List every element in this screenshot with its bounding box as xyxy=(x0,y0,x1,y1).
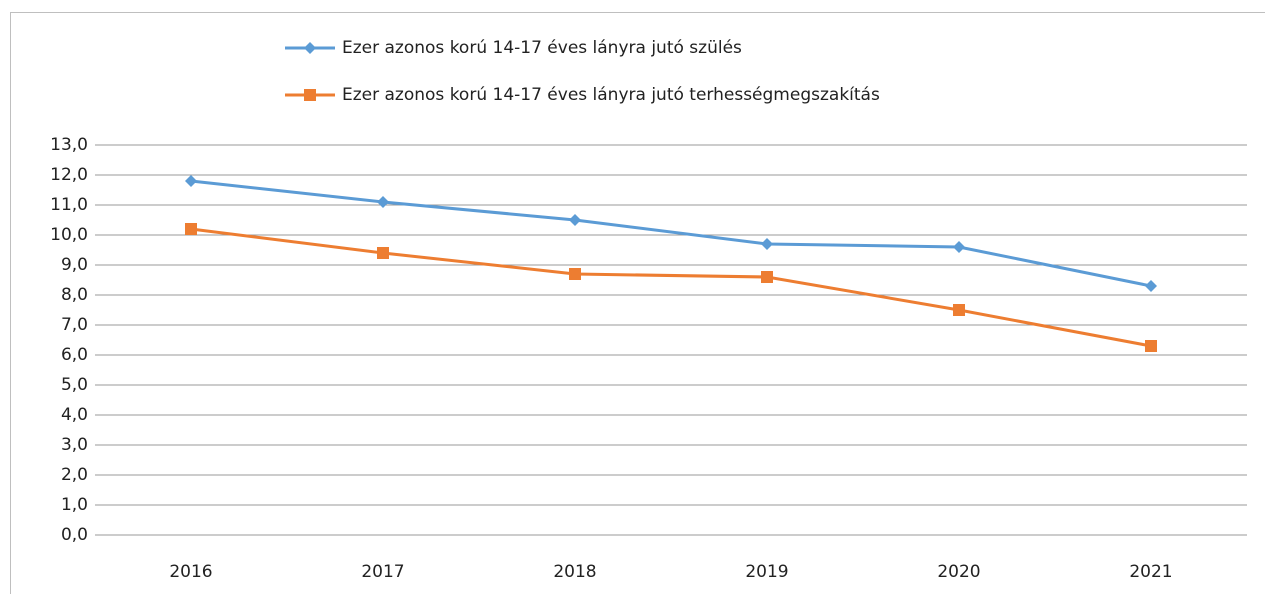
y-tick-label: 1,0 xyxy=(61,495,88,515)
y-tick-label: 3,0 xyxy=(61,435,88,455)
y-tick-label: 11,0 xyxy=(50,195,88,215)
marker xyxy=(377,196,389,208)
marker xyxy=(953,241,965,253)
y-tick-label: 2,0 xyxy=(61,465,88,485)
x-tick-label: 2017 xyxy=(361,562,404,582)
marker xyxy=(377,247,389,259)
y-tick-label: 5,0 xyxy=(61,375,88,395)
marker xyxy=(953,304,965,316)
line xyxy=(190,179,1152,288)
marker xyxy=(1145,280,1157,292)
y-tick-label: 12,0 xyxy=(50,165,88,185)
x-tick-label: 2021 xyxy=(1129,562,1172,582)
marker xyxy=(569,214,581,226)
chart-border xyxy=(10,12,1265,594)
y-tick-label: 8,0 xyxy=(61,285,88,305)
y-tick-label: 13,0 xyxy=(50,135,88,155)
legend-label: Ezer azonos korú 14-17 éves lányra jutó … xyxy=(342,85,880,105)
marker xyxy=(1145,340,1157,352)
y-tick-label: 4,0 xyxy=(61,405,88,425)
x-tick-label: 2020 xyxy=(937,562,980,582)
y-tick-label: 10,0 xyxy=(50,225,88,245)
marker xyxy=(761,271,773,283)
marker xyxy=(569,268,581,280)
marker xyxy=(304,89,316,101)
marker xyxy=(761,238,773,250)
x-tick-label: 2016 xyxy=(169,562,212,582)
x-tick-label: 2018 xyxy=(553,562,596,582)
line xyxy=(190,227,1152,348)
y-tick-label: 9,0 xyxy=(61,255,88,275)
marker xyxy=(185,223,197,235)
legend-label: Ezer azonos korú 14-17 éves lányra jutó … xyxy=(342,38,742,58)
y-tick-label: 6,0 xyxy=(61,345,88,365)
marker xyxy=(304,42,316,54)
marker xyxy=(185,175,197,187)
y-tick-label: 0,0 xyxy=(61,525,88,545)
x-tick-label: 2019 xyxy=(745,562,788,582)
y-tick-label: 7,0 xyxy=(61,315,88,335)
